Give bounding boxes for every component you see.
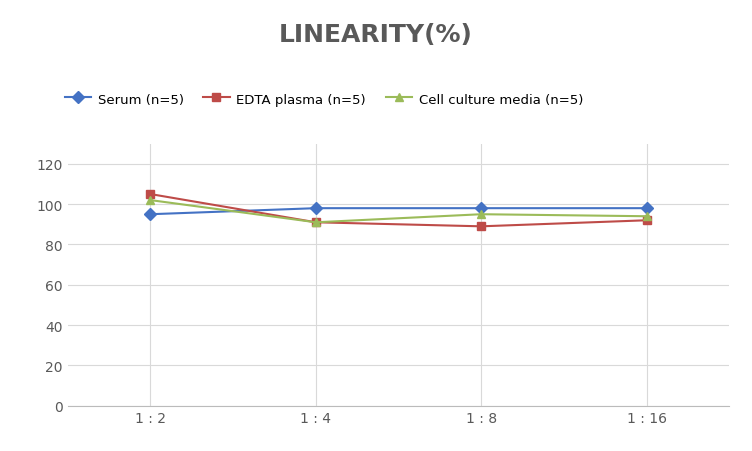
EDTA plasma (n=5) — [311, 220, 320, 226]
Serum (n=5) — [146, 212, 155, 217]
Serum (n=5) — [311, 206, 320, 212]
Cell culture media (n=5) — [642, 214, 651, 220]
Serum (n=5) — [642, 206, 651, 212]
EDTA plasma (n=5) — [477, 224, 486, 230]
Cell culture media (n=5) — [311, 220, 320, 226]
Line: Serum (n=5): Serum (n=5) — [146, 205, 651, 219]
EDTA plasma (n=5) — [642, 218, 651, 224]
Text: LINEARITY(%): LINEARITY(%) — [279, 23, 473, 46]
EDTA plasma (n=5) — [146, 192, 155, 198]
Line: EDTA plasma (n=5): EDTA plasma (n=5) — [146, 190, 651, 231]
Cell culture media (n=5) — [146, 198, 155, 203]
Legend: Serum (n=5), EDTA plasma (n=5), Cell culture media (n=5): Serum (n=5), EDTA plasma (n=5), Cell cul… — [59, 88, 588, 112]
Cell culture media (n=5) — [477, 212, 486, 217]
Serum (n=5) — [477, 206, 486, 212]
Line: Cell culture media (n=5): Cell culture media (n=5) — [146, 197, 651, 227]
